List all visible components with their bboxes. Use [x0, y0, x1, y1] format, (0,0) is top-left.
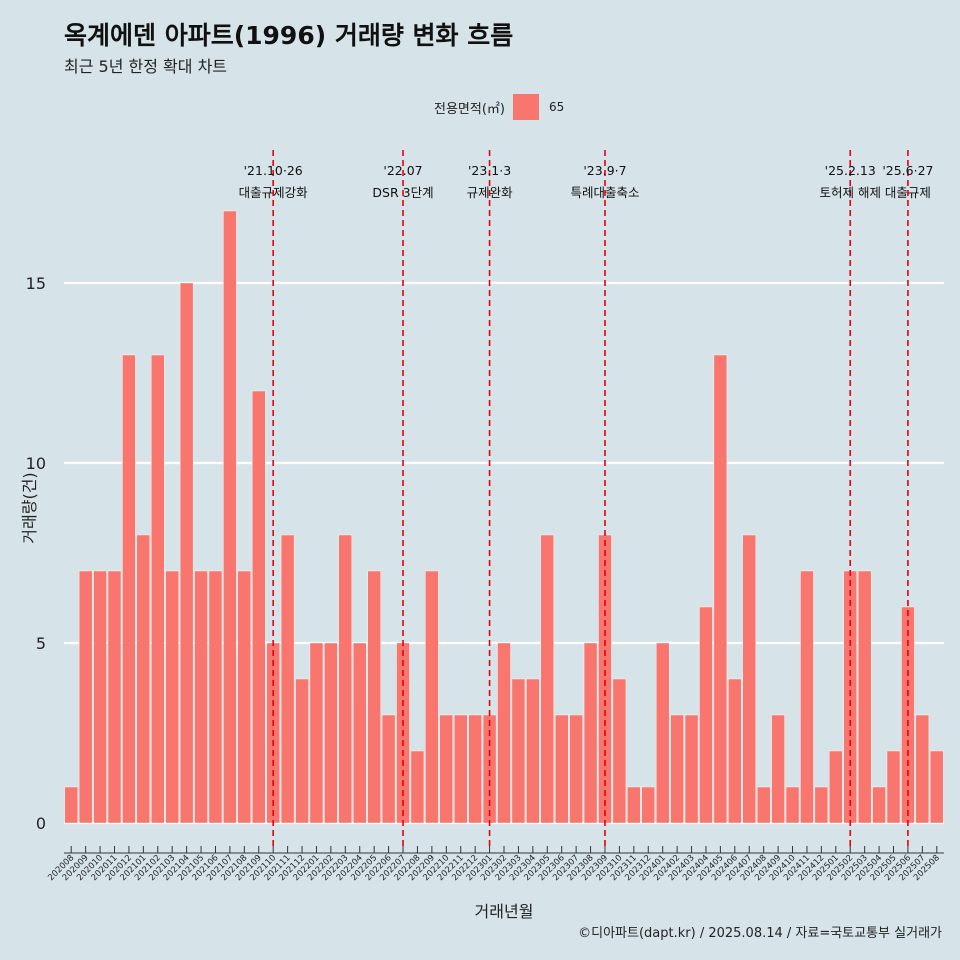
bar — [93, 570, 107, 824]
bar — [338, 534, 353, 824]
bar — [252, 390, 266, 824]
bar — [526, 678, 540, 824]
bar — [555, 714, 569, 824]
bar — [468, 714, 482, 824]
bar — [179, 282, 194, 824]
y-tick-label: 0 — [36, 814, 46, 833]
bar — [800, 570, 814, 824]
y-tick-label: 10 — [26, 454, 46, 473]
event-description-label: 규제완화 — [467, 185, 514, 200]
bar — [569, 714, 583, 824]
event-description-label: 대출규제강화 — [239, 185, 309, 200]
event-description-label: 토허제 해제 — [819, 185, 880, 200]
bar — [381, 714, 396, 824]
event-date-label: '25.6·27 — [882, 163, 933, 178]
chart-subtitle: 최근 5년 한정 확대 차트 — [64, 57, 228, 76]
bar — [771, 714, 785, 824]
bar — [353, 642, 367, 824]
bar — [684, 714, 699, 824]
bar — [612, 678, 627, 824]
bar — [829, 750, 843, 824]
x-axis-label: 거래년월 — [474, 902, 534, 921]
legend: 전용면적(㎡) 65 — [434, 94, 564, 120]
bar — [237, 570, 252, 824]
bar — [309, 642, 324, 824]
bar — [598, 534, 612, 824]
bar — [425, 570, 439, 824]
event-date-label: '25.2.13 — [825, 163, 876, 178]
event-description-label: DSR 3단계 — [372, 185, 433, 200]
bar — [511, 678, 526, 824]
bar — [78, 570, 93, 824]
event-date-label: '23.9·7 — [583, 163, 626, 178]
bar — [223, 210, 237, 824]
bar — [165, 570, 179, 824]
bar — [756, 786, 771, 824]
bar — [295, 678, 309, 824]
bar — [915, 714, 930, 824]
bar — [410, 750, 425, 824]
legend-color-key — [512, 94, 539, 120]
bar — [627, 786, 641, 824]
bar — [742, 534, 756, 824]
event-description-label: 대출규제 — [885, 185, 931, 200]
event-date-label: '21.10·26 — [244, 163, 303, 178]
bar — [728, 678, 742, 824]
event-date-label: '23.1·3 — [468, 163, 511, 178]
bar — [540, 534, 554, 824]
bar — [194, 570, 208, 824]
bar — [208, 570, 223, 824]
bar — [280, 534, 295, 824]
bar — [886, 750, 901, 824]
bar — [324, 642, 338, 824]
y-tick-label: 5 — [36, 634, 46, 653]
y-axis-label: 거래량(건) — [20, 472, 39, 544]
chart-title: 옥계에덴 아파트(1996) 거래량 변화 흐름 — [64, 21, 514, 50]
bar — [670, 714, 684, 824]
bar — [107, 570, 122, 824]
bar — [713, 354, 728, 824]
event-description-label: 특례대출축소 — [570, 185, 639, 200]
bar — [655, 642, 670, 824]
bar — [454, 714, 468, 824]
bar — [122, 354, 136, 824]
y-tick-label: 15 — [26, 274, 46, 293]
bar — [151, 354, 165, 824]
source-caption: ©디아파트(dapt.kr) / 2025.08.14 / 자료=국토교통부 실… — [578, 926, 942, 941]
bar — [497, 642, 511, 824]
event-date-label: '22.07 — [383, 163, 422, 178]
bar — [64, 786, 78, 824]
bar — [930, 750, 944, 824]
legend-title: 전용면적(㎡) — [434, 101, 505, 117]
bar — [439, 714, 453, 824]
bar — [136, 534, 151, 824]
bar — [785, 786, 800, 824]
bar — [872, 786, 886, 824]
legend-label: 65 — [548, 100, 565, 114]
bar — [814, 786, 829, 824]
bar — [857, 570, 872, 824]
bar — [641, 786, 655, 824]
bar — [699, 606, 713, 824]
bar — [367, 570, 381, 824]
bar — [583, 642, 598, 824]
